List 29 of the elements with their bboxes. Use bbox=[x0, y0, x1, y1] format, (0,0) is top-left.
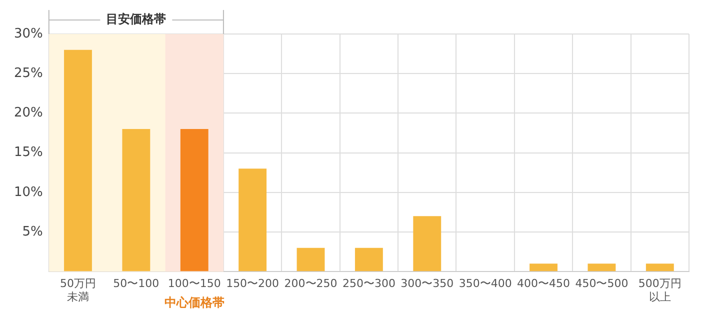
y-tick-label: 15% bbox=[14, 145, 43, 160]
x-tick-label: 450〜500 bbox=[575, 277, 628, 290]
bar bbox=[180, 129, 208, 272]
bar bbox=[413, 216, 442, 272]
bar bbox=[530, 264, 558, 272]
y-tick-label: 20% bbox=[14, 106, 43, 121]
bar bbox=[122, 129, 150, 272]
band-label: 中心価格帯 bbox=[164, 296, 224, 310]
x-tick-label: 50〜100 bbox=[113, 277, 160, 290]
x-tick-label: 150〜200 bbox=[226, 277, 280, 290]
x-tick-label: 350〜400 bbox=[458, 277, 512, 290]
y-tick-label: 25% bbox=[14, 66, 43, 81]
x-tick-label: 100〜150 bbox=[168, 277, 221, 290]
x-tick-label: 300〜350 bbox=[400, 277, 454, 290]
bar bbox=[646, 264, 674, 272]
bar bbox=[354, 248, 383, 272]
band-label: 目安価格帯 bbox=[106, 12, 166, 26]
bar bbox=[64, 50, 92, 272]
x-tick-label: 50万円未満 bbox=[60, 277, 96, 304]
y-tick-label: 10% bbox=[14, 184, 43, 200]
bar bbox=[296, 248, 325, 272]
x-tick-label: 250〜300 bbox=[342, 277, 396, 290]
y-tick-label: 30% bbox=[14, 26, 43, 42]
y-tick-label: 5% bbox=[22, 224, 43, 240]
x-tick-label: 400〜450 bbox=[517, 277, 570, 290]
x-tick-label: 500万円以上 bbox=[638, 277, 682, 304]
x-tick-label: 200〜250 bbox=[284, 277, 338, 290]
bar bbox=[588, 264, 616, 272]
bar bbox=[238, 168, 267, 272]
